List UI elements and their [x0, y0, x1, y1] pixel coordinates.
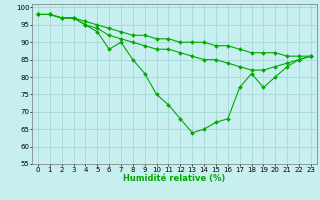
X-axis label: Humidité relative (%): Humidité relative (%) — [123, 174, 226, 183]
